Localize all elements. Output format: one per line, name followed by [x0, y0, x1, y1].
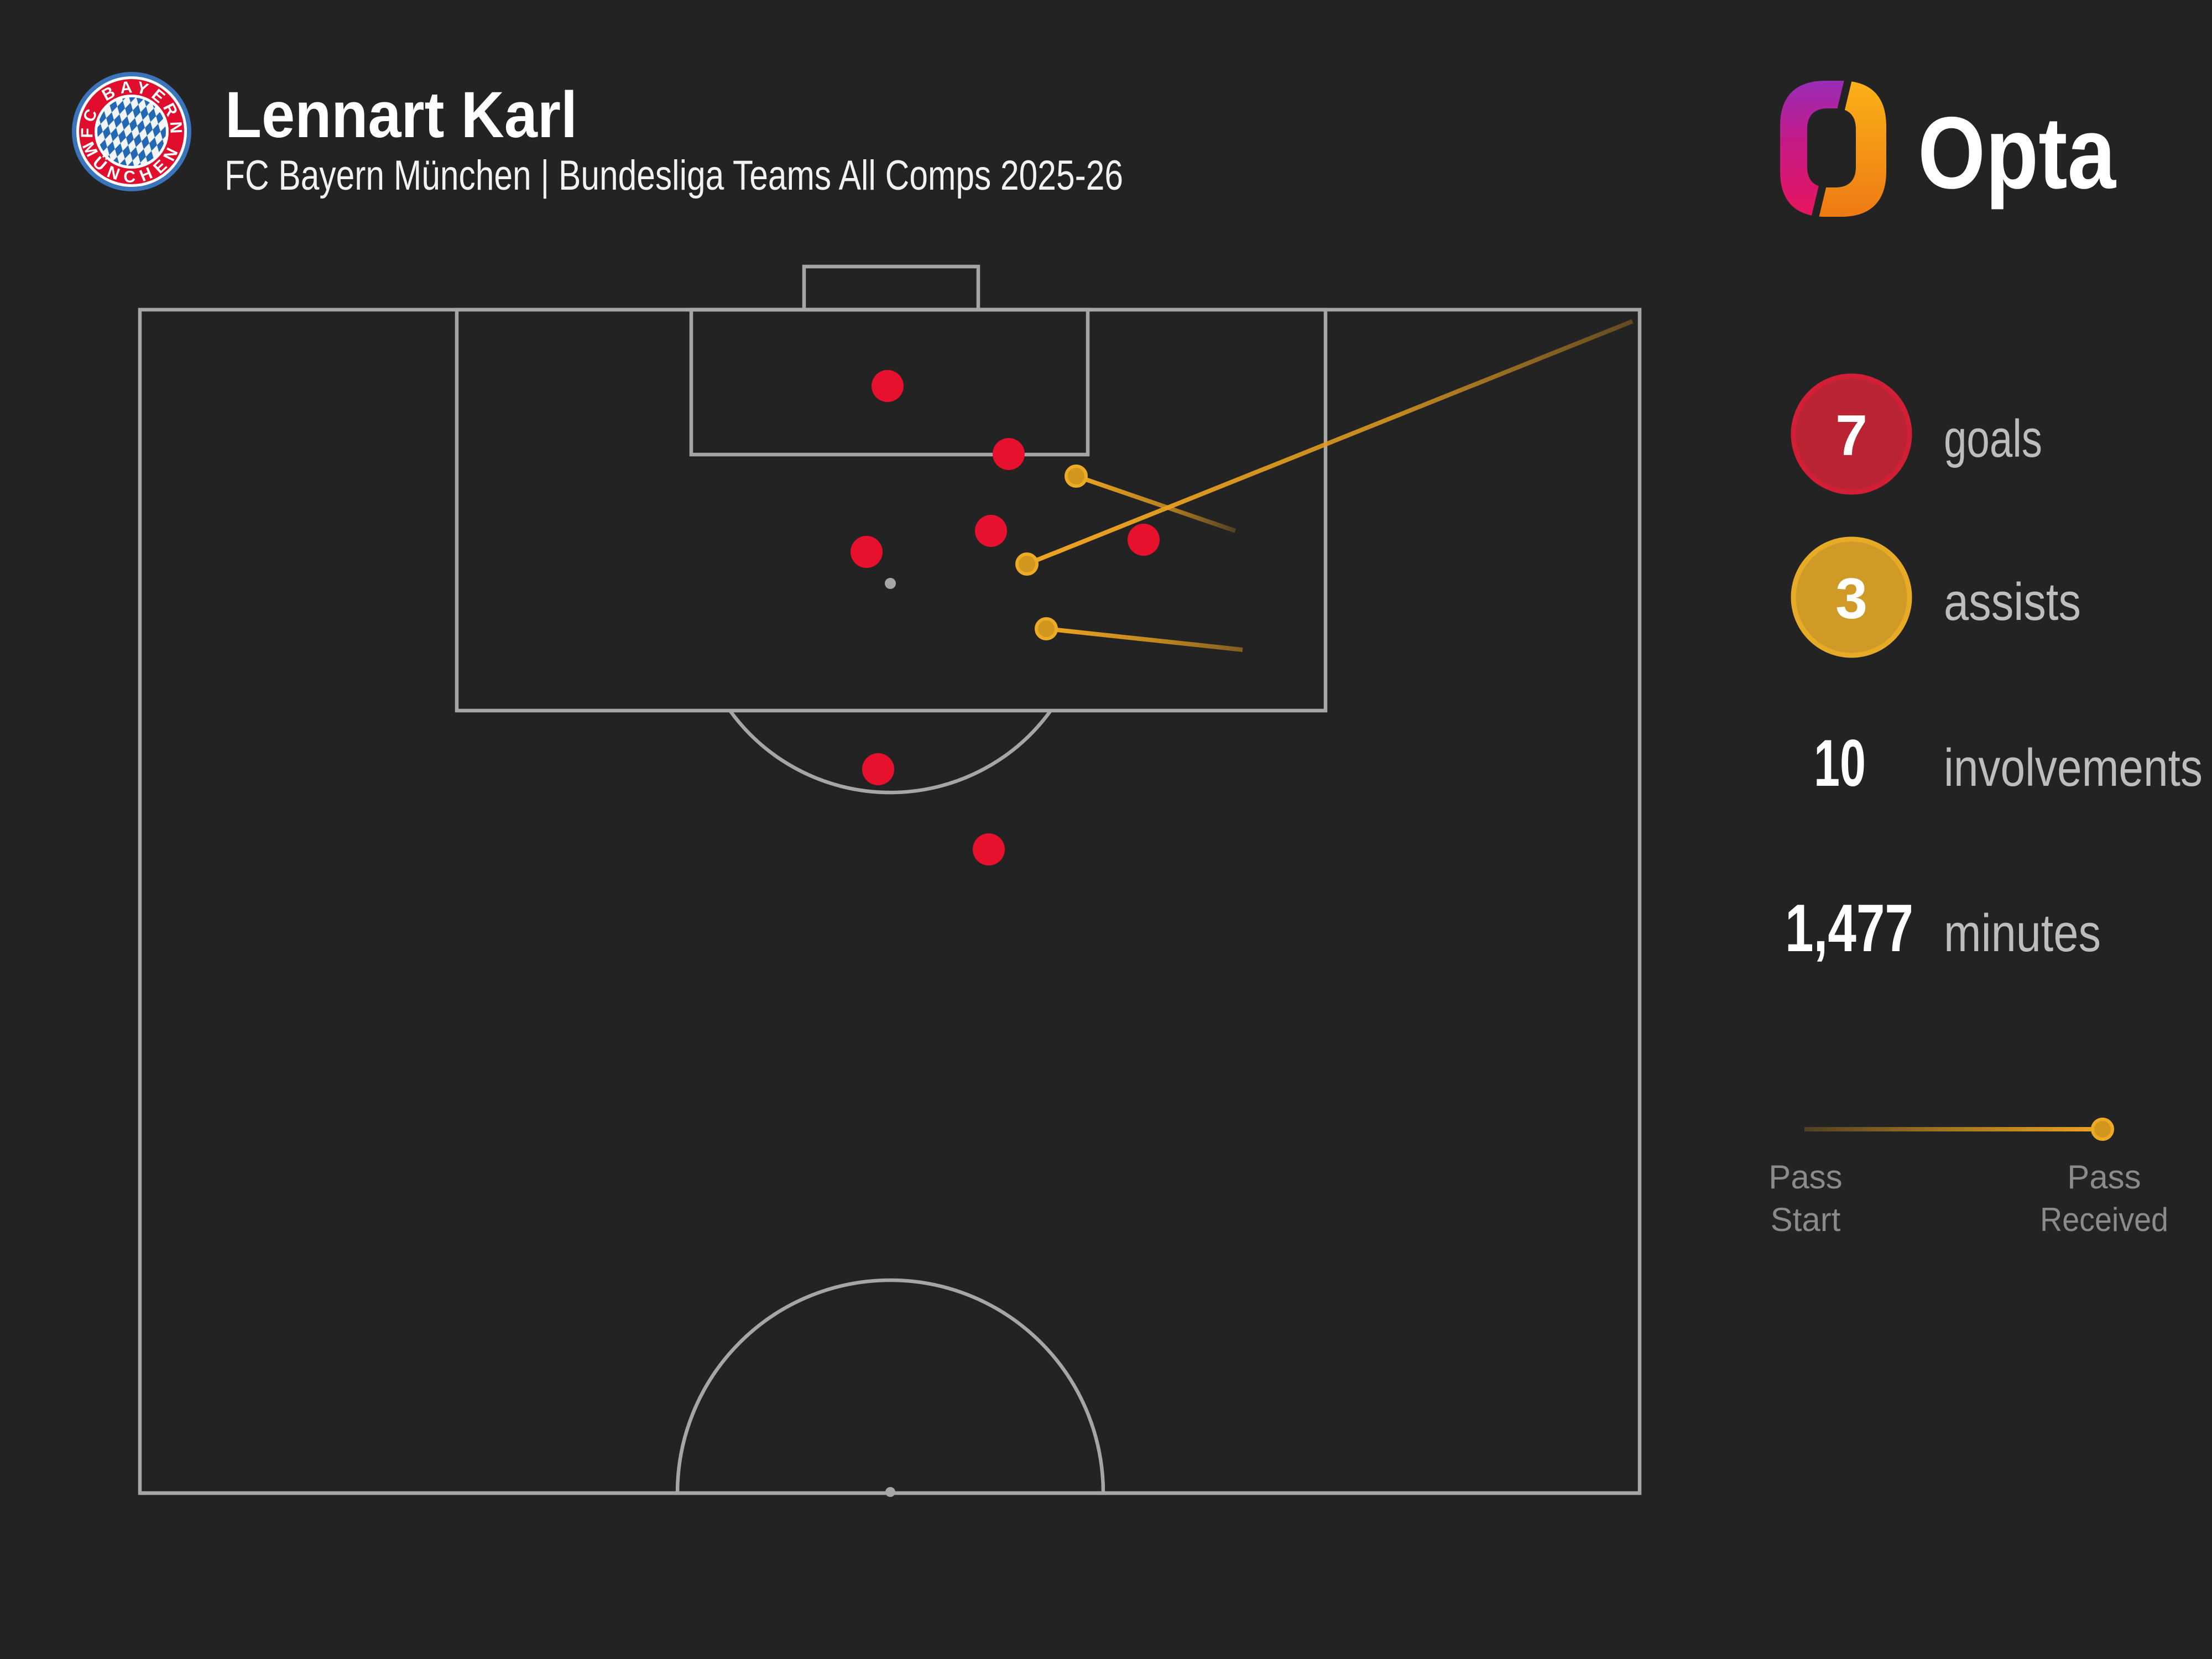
svg-text:Pass: Pass — [2067, 1159, 2141, 1196]
svg-text:involvements: involvements — [1944, 738, 2203, 797]
svg-text:7: 7 — [1835, 404, 1867, 468]
svg-text:FC Bayern München | Bundesliga: FC Bayern München | Bundesliga Teams All… — [225, 152, 1123, 199]
svg-text:minutes: minutes — [1944, 904, 2101, 963]
svg-text:Start: Start — [1771, 1201, 1841, 1238]
svg-text:1,477: 1,477 — [1785, 890, 1913, 966]
svg-text:Received: Received — [2040, 1201, 2168, 1238]
svg-text:Opta: Opta — [1918, 96, 2117, 210]
svg-text:Pass: Pass — [1768, 1159, 1842, 1196]
svg-text:assists: assists — [1944, 572, 2081, 632]
svg-text:10: 10 — [1814, 726, 1866, 800]
svg-text:goals: goals — [1944, 409, 2042, 468]
svg-text:Lennart Karl: Lennart Karl — [225, 79, 577, 152]
svg-text:3: 3 — [1835, 567, 1867, 631]
